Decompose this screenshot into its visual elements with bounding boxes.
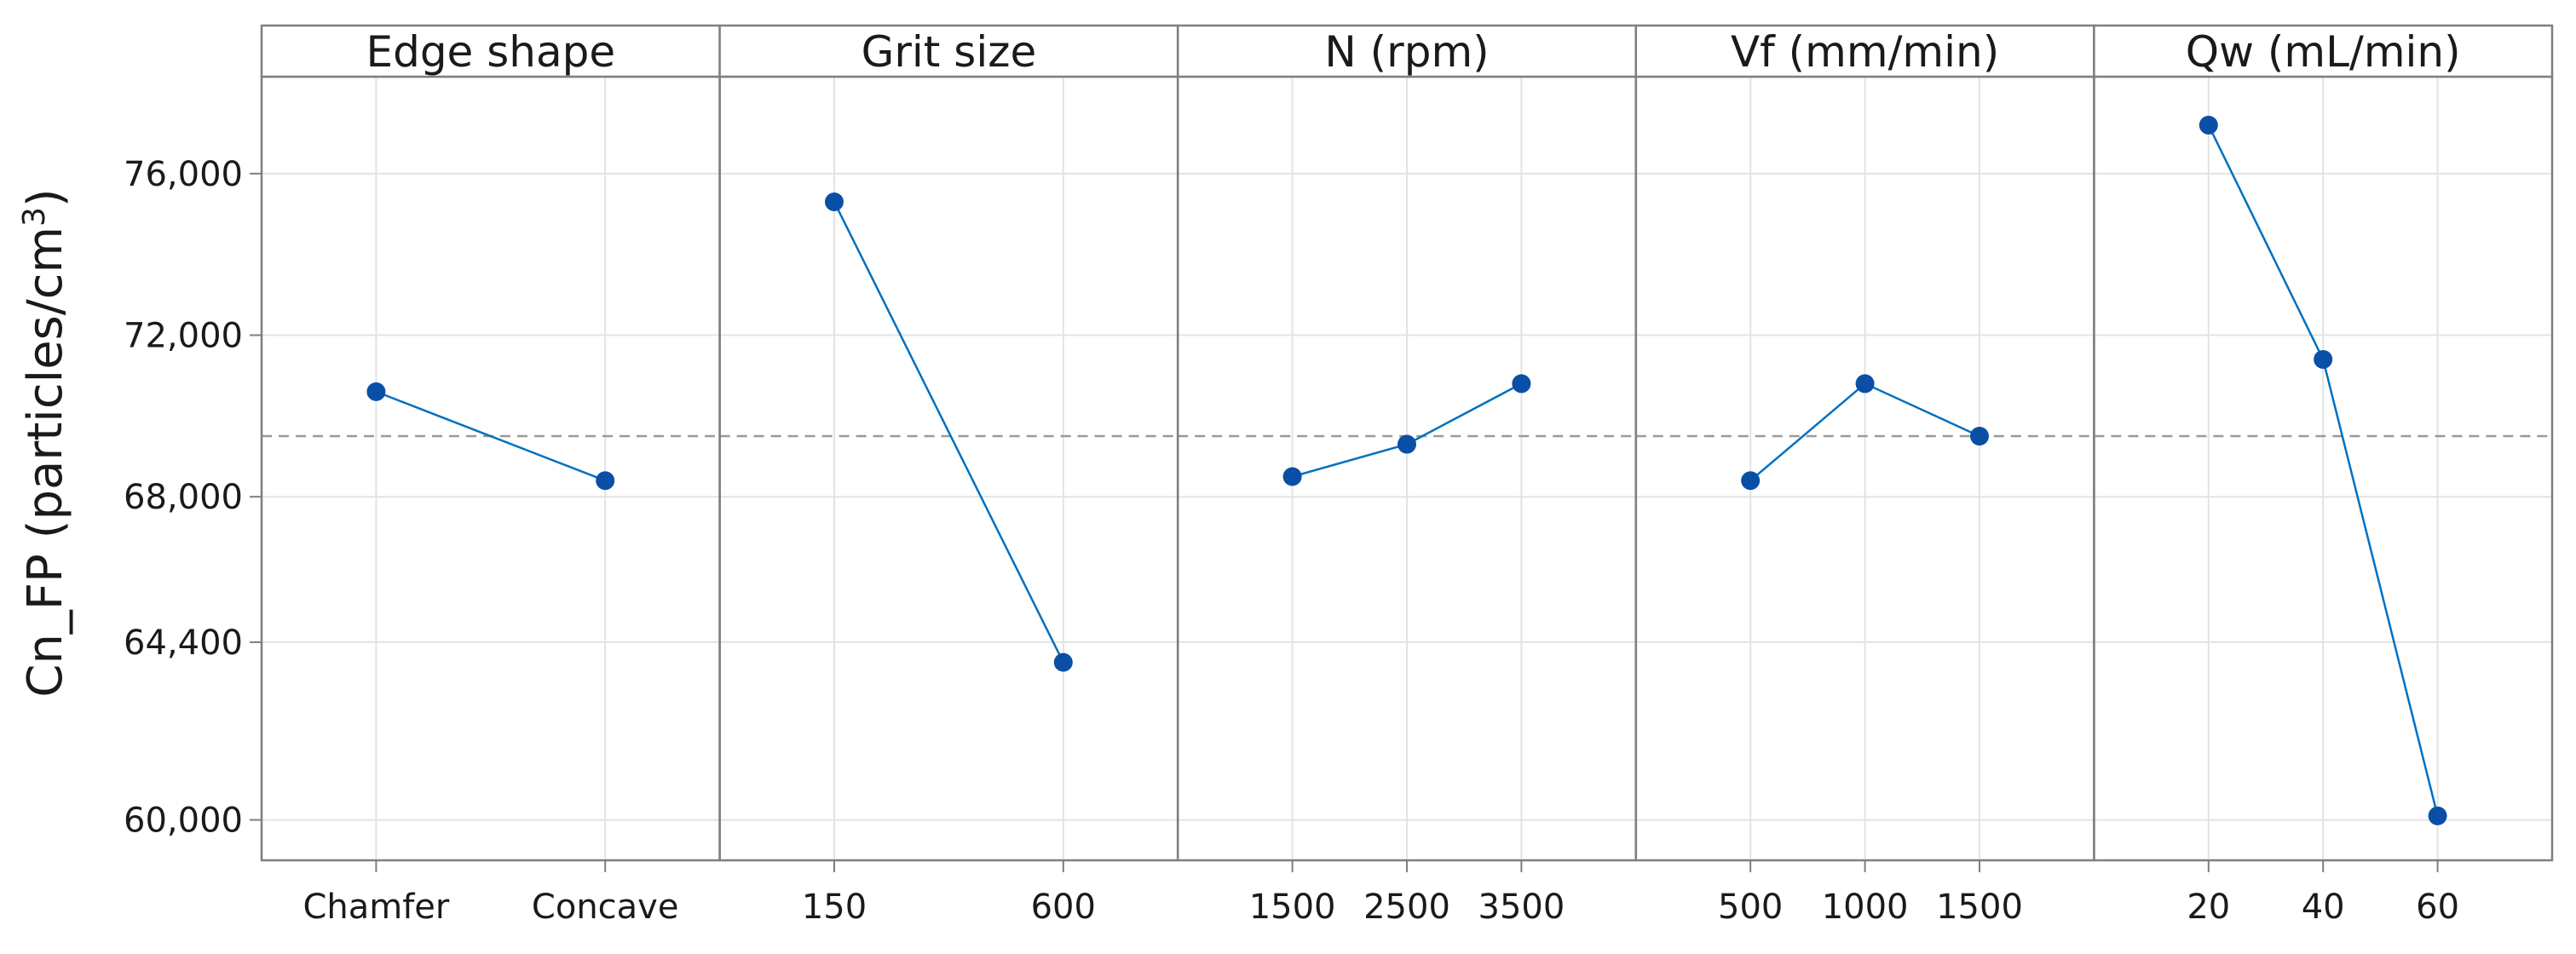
- data-point: [2314, 349, 2333, 369]
- data-point: [596, 471, 615, 491]
- x-tick-label: 600: [1031, 888, 1096, 927]
- data-point: [1397, 434, 1416, 454]
- data-point: [825, 193, 844, 212]
- x-tick-label: 2500: [1363, 888, 1450, 927]
- panel-header: [2093, 24, 2554, 78]
- x-tick-label: 3500: [1478, 888, 1565, 927]
- data-point: [2199, 115, 2218, 135]
- labels: 60,000 64,400 68,000 72,000 76,000 Edge shape…: [124, 27, 2461, 927]
- series-line: [833, 201, 1064, 664]
- series-lines: [366, 115, 2447, 825]
- panel-header: [260, 24, 721, 78]
- series-line: [375, 390, 606, 482]
- data-point: [1855, 374, 1875, 394]
- y-tick-label: 60,000: [124, 802, 243, 841]
- panel-title: Vf (mm/min): [1731, 27, 1999, 77]
- panel-title: Qw (mL/min): [2186, 27, 2461, 77]
- panel-title: Grit size: [862, 27, 1037, 77]
- panel-frames: [250, 24, 2554, 872]
- panel-header: [718, 24, 1179, 78]
- gridlines: [262, 77, 2552, 860]
- data-point: [1282, 467, 1302, 486]
- panel-title: N (rpm): [1324, 27, 1489, 77]
- x-tick-label: 1000: [1822, 888, 1909, 927]
- x-tick-label: Chamfer: [303, 888, 449, 927]
- data-point: [1053, 652, 1073, 672]
- data-point: [2428, 806, 2447, 825]
- x-tick-label: 150: [802, 888, 867, 927]
- data-point: [1512, 374, 1531, 394]
- data-point: [1970, 427, 1989, 446]
- x-tick-label: 500: [1718, 888, 1783, 927]
- y-tick-label: 68,000: [124, 478, 243, 517]
- panel-title: Edge shape: [366, 27, 615, 77]
- y-axis-title: Cn_FP (particles/cm3): [17, 188, 74, 698]
- x-tick-label: Concave: [532, 888, 679, 927]
- data-point: [366, 382, 386, 401]
- x-tick-label: 60: [2416, 888, 2459, 927]
- x-tick-label: 1500: [1249, 888, 1336, 927]
- x-tick-label: 40: [2302, 888, 2345, 927]
- y-tick-label: 64,400: [124, 624, 243, 663]
- data-point: [1741, 471, 1761, 491]
- panel-frame: [718, 75, 1179, 862]
- panel-frame: [260, 75, 721, 862]
- x-tick-label: 20: [2187, 888, 2230, 927]
- y-tick-label: 76,000: [124, 155, 243, 194]
- x-tick-label: 1500: [1936, 888, 2023, 927]
- panel-header: [1176, 24, 1638, 78]
- y-tick-label: 72,000: [124, 317, 243, 356]
